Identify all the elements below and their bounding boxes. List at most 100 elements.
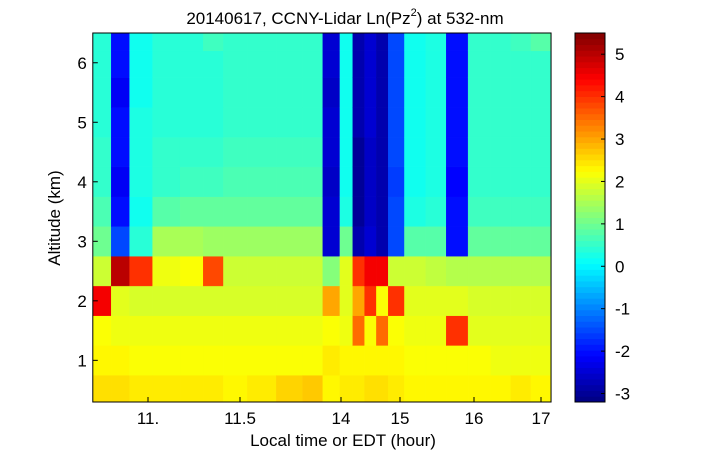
title-text: ) at 532-nm xyxy=(417,9,504,28)
heat-cell xyxy=(404,196,427,227)
heat-cell xyxy=(302,196,324,227)
colorbar-segment xyxy=(575,229,605,236)
heat-cell xyxy=(388,166,405,197)
heat-cell xyxy=(425,77,447,108)
heat-cell xyxy=(339,315,354,346)
heat-cell xyxy=(352,77,365,108)
heat-cell xyxy=(388,315,405,346)
heat-cell xyxy=(490,196,512,227)
heat-cell xyxy=(339,345,354,376)
heat-cell xyxy=(302,285,324,316)
heat-cell xyxy=(530,226,552,257)
heat-cell xyxy=(322,196,341,227)
heat-cell xyxy=(129,315,153,346)
heat-cell xyxy=(322,315,341,346)
heat-cell xyxy=(510,50,532,78)
heat-cell xyxy=(223,345,248,376)
heat-cell xyxy=(467,375,491,403)
heat-cell xyxy=(376,226,389,257)
heat-cell xyxy=(152,345,181,376)
x-tick-label: 17 xyxy=(532,409,551,428)
heat-cell xyxy=(388,77,405,108)
colorbar-segment xyxy=(575,119,605,126)
heat-cell xyxy=(364,226,377,257)
x-tick-label: 11. xyxy=(137,409,159,428)
heat-cell xyxy=(364,50,377,78)
colorbar-segment xyxy=(575,309,605,317)
heat-cell xyxy=(446,255,469,287)
y-tick-label: 4 xyxy=(77,173,86,192)
heat-cell xyxy=(152,107,181,138)
colorbar-segment xyxy=(575,292,605,299)
heat-cell xyxy=(404,255,427,287)
heat-cell xyxy=(322,255,341,287)
heat-cell xyxy=(446,285,469,316)
heat-cell xyxy=(92,196,112,227)
heat-cell xyxy=(276,136,303,168)
heat-cell xyxy=(425,136,447,168)
heat-cell xyxy=(339,107,354,138)
colorbar-segment xyxy=(575,142,605,149)
heat-cell xyxy=(404,50,427,78)
heat-cell xyxy=(179,315,204,346)
heat-cell xyxy=(352,50,365,78)
colorbar-tick-label: 3 xyxy=(615,130,624,149)
title-text: 20140617, CCNY-Lidar Ln(Pz xyxy=(186,9,410,28)
heat-cell xyxy=(276,196,303,227)
colorbar-segment xyxy=(575,280,605,288)
heat-cell xyxy=(152,226,181,257)
heat-cell xyxy=(276,77,303,108)
colorbar-segment xyxy=(575,159,605,167)
heat-cell xyxy=(110,285,130,316)
heat-cell xyxy=(339,226,354,257)
heat-cell xyxy=(92,50,112,78)
y-tick-label: 3 xyxy=(77,232,86,251)
heat-cell xyxy=(376,375,389,403)
heat-cell xyxy=(425,166,447,197)
heat-cell xyxy=(364,107,377,138)
heat-cell xyxy=(247,315,277,346)
y-tick-label: 2 xyxy=(77,292,86,311)
colorbar-segment xyxy=(575,286,605,293)
colorbar-tick-label: -2 xyxy=(615,342,630,361)
heat-cell xyxy=(223,136,248,168)
heat-cell xyxy=(202,285,224,316)
heat-cell xyxy=(446,32,469,52)
heat-cell xyxy=(425,32,447,52)
colorbar-segment xyxy=(575,148,605,155)
heat-cell xyxy=(247,166,277,197)
heat-cell xyxy=(467,255,491,287)
colorbar-segment xyxy=(575,165,605,172)
heat-cell xyxy=(322,375,341,403)
colorbar-segment xyxy=(575,344,605,351)
heat-cell xyxy=(302,32,324,52)
heat-cell xyxy=(322,136,341,168)
heat-cell xyxy=(352,255,365,287)
heat-cell xyxy=(302,50,324,78)
heat-cell xyxy=(364,196,377,227)
heat-cell xyxy=(425,315,447,346)
heat-cell xyxy=(404,107,427,138)
heat-cell xyxy=(129,50,153,78)
heat-cell xyxy=(510,285,532,316)
heat-cell xyxy=(425,375,447,403)
y-tick-label: 1 xyxy=(77,351,86,370)
heat-cell xyxy=(179,32,204,52)
colorbar-tick-label: 0 xyxy=(615,257,624,276)
heat-cell xyxy=(510,375,532,403)
heat-cell xyxy=(129,285,153,316)
heat-cell xyxy=(490,345,512,376)
heat-cell xyxy=(129,375,153,403)
colorbar-segment xyxy=(575,56,605,63)
heat-cell xyxy=(129,77,153,108)
heat-cell xyxy=(467,32,491,52)
heat-cell xyxy=(322,50,341,78)
x-tick-label: 16 xyxy=(465,409,484,428)
heat-cell xyxy=(376,196,389,227)
heat-cell xyxy=(152,77,181,108)
heat-cell xyxy=(202,32,224,52)
colorbar-segment xyxy=(575,246,605,253)
heat-cell xyxy=(376,345,389,376)
heat-cell xyxy=(302,136,324,168)
heat-cell xyxy=(530,107,552,138)
